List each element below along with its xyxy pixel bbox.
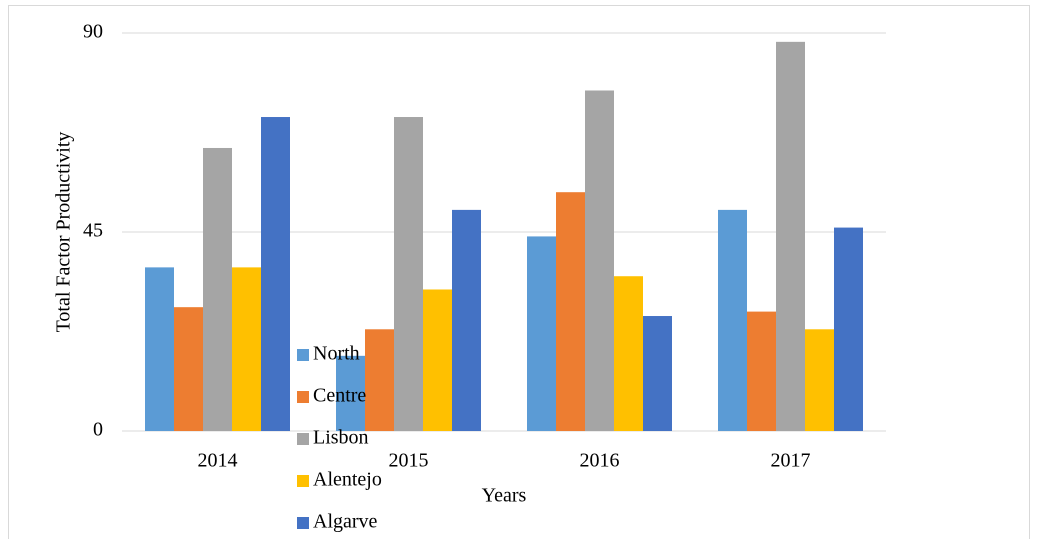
legend-swatch	[297, 391, 309, 403]
bar	[614, 276, 643, 431]
legend-swatch	[297, 517, 309, 529]
bar	[232, 267, 261, 431]
x-tick-label: 2014	[198, 450, 238, 472]
legend-label: Alentejo	[313, 469, 382, 491]
bar	[394, 117, 423, 432]
legend-swatch	[297, 475, 309, 487]
legend-label: Centre	[313, 385, 366, 407]
legend-swatch	[297, 433, 309, 445]
bar	[776, 41, 805, 431]
y-axis-title: Total Factor Productivity	[53, 132, 75, 333]
x-axis-title: Years	[482, 485, 527, 507]
y-tick-label: 0	[93, 419, 103, 441]
bar	[834, 227, 863, 431]
bar	[174, 307, 203, 431]
bar	[556, 192, 585, 431]
bar	[365, 329, 394, 431]
x-tick-label: 2016	[580, 450, 620, 472]
legend-label: North	[313, 343, 360, 365]
bar	[643, 316, 672, 431]
x-tick-label: 2017	[771, 450, 811, 472]
y-tick-label: 45	[83, 220, 103, 242]
bar	[423, 289, 452, 431]
y-tick-label: 90	[83, 21, 103, 43]
chart-border	[8, 5, 1030, 539]
bar	[203, 147, 232, 431]
bar	[527, 236, 556, 431]
bar	[747, 311, 776, 431]
bar	[336, 355, 365, 431]
x-tick-label: 2015	[389, 450, 429, 472]
legend-label: Algarve	[313, 511, 378, 533]
bar	[145, 267, 174, 431]
legend-swatch	[297, 349, 309, 361]
bar	[585, 90, 614, 431]
bar	[261, 117, 290, 432]
bar	[452, 209, 481, 431]
legend-label: Lisbon	[313, 427, 369, 449]
bar	[718, 209, 747, 431]
bar	[805, 329, 834, 431]
